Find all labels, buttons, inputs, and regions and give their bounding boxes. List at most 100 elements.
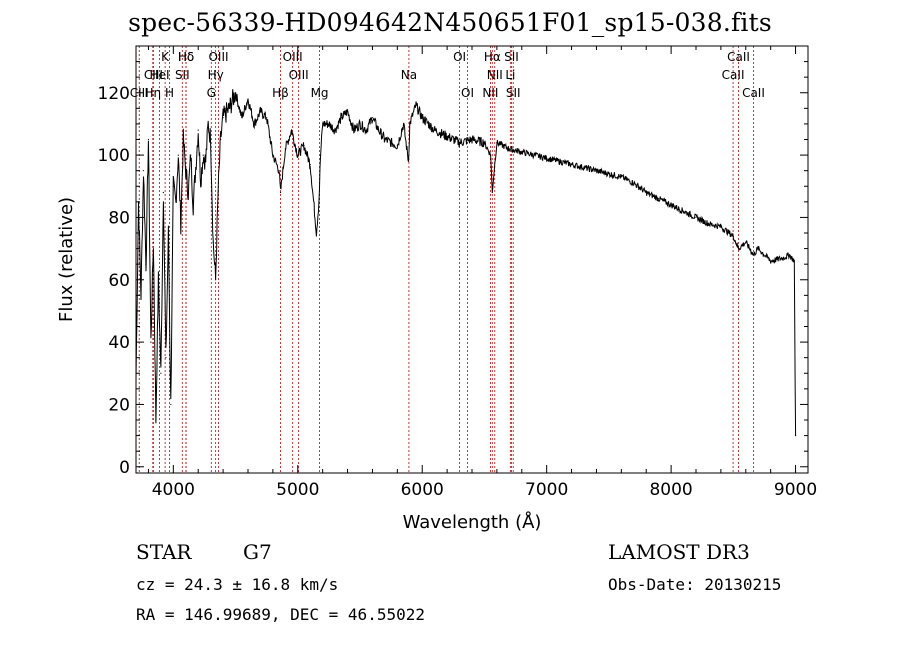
spectrum-point: [409, 123, 411, 125]
object-subclass: G7: [243, 540, 272, 564]
spectrum-point: [396, 145, 398, 147]
spectrum-point: [172, 185, 174, 187]
marker-label: OI: [453, 50, 466, 64]
spectrum-point: [150, 341, 152, 343]
spectrum-point: [190, 154, 192, 156]
marker-label: CaII: [742, 86, 765, 100]
spectrum-point: [315, 232, 318, 234]
spectrum-point: [402, 123, 405, 125]
spectrum-point: [340, 117, 342, 119]
marker-label: SII: [506, 86, 521, 100]
spectrum-point: [157, 279, 159, 281]
spectrum-point: [303, 145, 305, 147]
spectrum-point: [253, 123, 255, 125]
x-axis-label: Wavelength (Å): [403, 511, 542, 533]
spectrum-point: [415, 104, 417, 106]
spectrum-point: [228, 107, 230, 109]
spectrum-point: [493, 166, 495, 169]
marker-label: SII: [175, 68, 190, 82]
spectrum-point: [745, 241, 747, 243]
y-tick-label: 100: [98, 146, 130, 166]
spectrum-point: [220, 138, 222, 141]
spectrum-point: [645, 191, 647, 194]
spectrum-point: [162, 191, 164, 194]
marker-label: NII: [487, 68, 503, 82]
marker-label: HeI: [150, 68, 170, 82]
spectrum-point: [491, 191, 493, 194]
marker-label: CIII: [144, 68, 163, 82]
spectrum-point: [200, 179, 202, 181]
chart-title: spec-56339-HD094642N450651F01_sp15-038.f…: [128, 8, 772, 37]
spectrum-point: [446, 135, 448, 137]
spectrum-point: [192, 204, 194, 206]
spectrum-line: [135, 89, 797, 436]
spectrum-point: [279, 191, 282, 194]
marker-label: NII: [482, 86, 498, 100]
marker-label: G: [207, 86, 216, 100]
spectrum-point: [670, 204, 672, 206]
y-tick-label: 20: [108, 395, 130, 415]
spectrum-point: [309, 163, 311, 166]
spectrum-point: [175, 201, 177, 203]
spectrum-point: [720, 226, 722, 228]
marker-label: Mg: [311, 86, 329, 100]
spectrum-point: [483, 142, 486, 144]
y-axis-label: Flux (relative): [56, 197, 77, 322]
spectrum-point: [788, 254, 790, 256]
spectrum-point: [207, 123, 209, 125]
marker-label: CIII: [130, 86, 149, 100]
spectrum-point: [165, 357, 167, 359]
obs-date-text: Obs-Date: 20130215: [608, 575, 782, 594]
spectrum-point: [322, 123, 324, 125]
spectrum-point: [620, 176, 622, 178]
spectrum-point: [658, 198, 660, 200]
marker-label: H: [165, 86, 174, 100]
spectrum-point: [371, 117, 374, 119]
spectrum-point: [180, 223, 182, 225]
spectrum-point: [177, 154, 179, 156]
spectrum-point: [434, 129, 436, 131]
spectrum-point: [318, 201, 320, 203]
x-tick-label: 8000: [649, 480, 692, 500]
spectrum-point: [390, 142, 392, 144]
spectrum-point: [458, 142, 461, 144]
spectrum-point: [365, 129, 367, 131]
spectrum-point: [794, 434, 797, 437]
spectrum-point: [145, 263, 147, 265]
spectrum-point: [407, 160, 410, 162]
spectrum-point: [217, 191, 219, 194]
marker-label: OIII: [208, 50, 228, 64]
spectrum-point: [353, 129, 355, 131]
spectrum-point: [334, 129, 336, 131]
spectrum-point: [155, 419, 157, 421]
spectrum-point: [140, 294, 142, 296]
spectrum-point: [737, 247, 740, 250]
spectrum-point: [770, 260, 772, 262]
spectrum-point: [496, 142, 498, 144]
spectrum-point: [284, 148, 286, 150]
marker-label: Na: [401, 68, 417, 82]
y-tick-label: 80: [108, 208, 130, 228]
spectrum-point: [319, 154, 322, 156]
marker-label: Hη: [144, 86, 161, 100]
spectrum-point: [608, 173, 610, 175]
spectrum-point: [793, 260, 795, 262]
marker-label: Hδ: [178, 50, 194, 64]
x-tick-label: 6000: [401, 480, 444, 500]
spectrum-point: [490, 154, 492, 156]
spectrum-point: [521, 151, 523, 153]
spectrum-point: [328, 123, 330, 125]
y-tick-label: 0: [119, 458, 130, 478]
spectrum-point: [682, 210, 685, 212]
spectrum-point: [583, 166, 585, 169]
x-tick-label: 5000: [276, 480, 319, 500]
spectrum-point: [508, 148, 510, 150]
x-tick-label: 4000: [152, 480, 195, 500]
spectrum-point: [278, 170, 280, 172]
spectrum-point: [259, 110, 262, 113]
spectrum-point: [533, 154, 535, 156]
marker-label: Hβ: [272, 86, 289, 100]
spectrum-point: [247, 98, 249, 100]
spectrum-point: [695, 216, 697, 219]
